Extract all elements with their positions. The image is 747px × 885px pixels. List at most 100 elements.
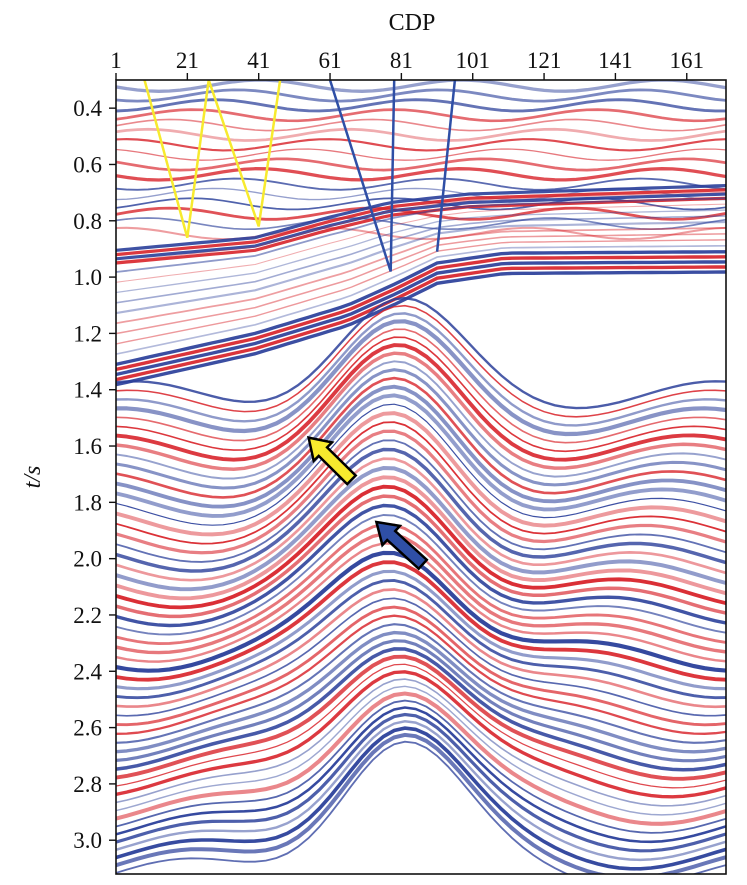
x-axis-ticks: 1 21 41 61 81 101 121 141 161 bbox=[110, 48, 704, 80]
y-tick-label: 0.4 bbox=[73, 96, 102, 121]
reflector-line bbox=[116, 220, 726, 315]
reflector-line bbox=[116, 447, 726, 573]
reflector-line bbox=[116, 411, 726, 537]
reflector-line bbox=[116, 579, 726, 700]
reflector-line bbox=[116, 712, 726, 853]
y-tick-label: 2.6 bbox=[73, 716, 102, 741]
reflector-line bbox=[116, 127, 726, 142]
x-tick-label: 21 bbox=[176, 48, 199, 73]
reflector-line bbox=[116, 88, 726, 103]
reflector-line bbox=[116, 304, 726, 418]
reflector-line bbox=[116, 239, 726, 345]
reflector-line bbox=[116, 560, 726, 682]
reflector-line bbox=[116, 328, 726, 444]
reflector-line bbox=[116, 191, 726, 263]
reflector-line bbox=[116, 319, 726, 437]
reflector-line bbox=[116, 118, 726, 132]
reflector-line bbox=[116, 336, 726, 453]
y-axis-title: t/s bbox=[20, 466, 46, 489]
reflector-line bbox=[116, 312, 726, 427]
yellow-arrow bbox=[306, 435, 358, 486]
y-tick-label: 1.0 bbox=[73, 265, 102, 290]
reflector-line bbox=[116, 605, 726, 727]
reflector-line bbox=[116, 532, 726, 655]
reflector-line bbox=[116, 597, 726, 717]
reflector-line bbox=[116, 720, 726, 862]
reflector-line bbox=[116, 614, 726, 735]
reflector-line bbox=[116, 80, 726, 93]
reflector-line bbox=[116, 250, 726, 367]
reflector-line bbox=[116, 148, 726, 161]
reflector-line bbox=[116, 740, 726, 874]
reflector-line bbox=[116, 466, 726, 592]
reflector-line bbox=[116, 639, 726, 763]
reflector-line bbox=[116, 233, 726, 335]
y-tick-label: 2.4 bbox=[73, 659, 102, 684]
reflector-line bbox=[116, 588, 726, 709]
reflector-line bbox=[116, 270, 726, 387]
reflector-line bbox=[116, 726, 726, 871]
reflector-line bbox=[116, 484, 726, 610]
reflector-line bbox=[116, 475, 726, 601]
reflector-line bbox=[116, 203, 726, 283]
y-tick-label: 2.0 bbox=[73, 547, 102, 572]
reflector-line bbox=[116, 685, 726, 816]
y-tick-label: 1.6 bbox=[73, 434, 102, 459]
x-tick-label: 81 bbox=[390, 48, 413, 73]
reflector-line bbox=[116, 215, 726, 304]
reflector-line bbox=[116, 393, 726, 518]
reflector-line bbox=[116, 654, 726, 781]
reflector-line bbox=[116, 439, 726, 563]
reflector-line bbox=[116, 678, 726, 807]
reflector-line bbox=[116, 351, 726, 471]
reflector-line bbox=[116, 98, 726, 113]
reflector-line bbox=[116, 706, 726, 844]
reflector-line bbox=[116, 699, 726, 834]
reflector-line bbox=[116, 227, 726, 325]
reflector-line bbox=[116, 457, 726, 582]
reflector-line bbox=[116, 296, 726, 410]
blue-fault-line bbox=[435, 80, 457, 252]
reflector-line bbox=[116, 108, 726, 123]
y-tick-label: 0.8 bbox=[73, 209, 102, 234]
y-tick-label: 2.2 bbox=[73, 603, 102, 628]
reflector-line bbox=[116, 192, 726, 261]
annotations bbox=[143, 80, 457, 571]
x-tick-label: 61 bbox=[319, 48, 342, 73]
y-tick-label: 1.2 bbox=[73, 321, 102, 346]
reflector-line bbox=[116, 360, 726, 480]
reflector-line bbox=[116, 188, 726, 257]
x-tick-label: 121 bbox=[527, 48, 562, 73]
reflector-line bbox=[116, 494, 726, 619]
y-tick-label: 2.8 bbox=[73, 772, 102, 797]
reflector-line bbox=[116, 368, 726, 490]
plot-border bbox=[115, 79, 727, 875]
reflector-line bbox=[116, 265, 726, 382]
blue-arrow bbox=[374, 520, 429, 571]
reflector-line bbox=[116, 503, 726, 628]
reflector-line bbox=[116, 421, 726, 545]
reflector-line bbox=[116, 177, 726, 191]
reflector-line bbox=[116, 343, 726, 462]
reflector-line bbox=[116, 260, 726, 377]
y-tick-label: 0.6 bbox=[73, 152, 102, 177]
x-tick-label: 41 bbox=[247, 48, 270, 73]
reflector-line bbox=[116, 197, 726, 273]
plot-area bbox=[115, 79, 727, 875]
reflector-line bbox=[116, 663, 726, 789]
reflector-line bbox=[116, 429, 726, 555]
reflector-line bbox=[116, 209, 726, 294]
reflector-line bbox=[116, 403, 726, 526]
reflector-line bbox=[116, 732, 726, 874]
x-tick-label: 101 bbox=[455, 48, 490, 73]
reflector-line bbox=[116, 217, 726, 231]
reflector-line bbox=[116, 138, 726, 152]
seismic-reflectors bbox=[116, 80, 726, 874]
reflector-line bbox=[116, 647, 726, 772]
reflector-line bbox=[116, 226, 726, 241]
reflector-line bbox=[116, 255, 726, 372]
blue-fault-line bbox=[328, 80, 396, 272]
reflector-line bbox=[116, 184, 726, 252]
reflector-line bbox=[116, 670, 726, 799]
